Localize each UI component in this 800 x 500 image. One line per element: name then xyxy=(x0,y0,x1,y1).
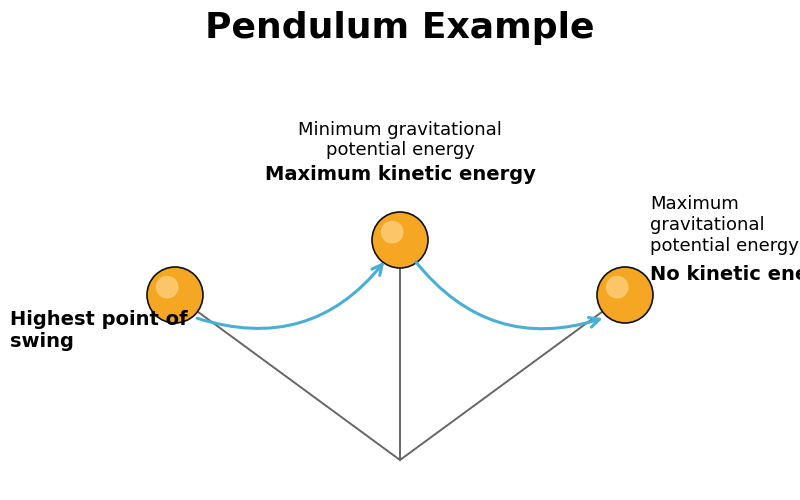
Text: Pendulum Example: Pendulum Example xyxy=(206,11,594,45)
Circle shape xyxy=(606,276,628,298)
Text: Highest point of
swing: Highest point of swing xyxy=(10,310,188,351)
Circle shape xyxy=(157,276,178,298)
Text: Minimum gravitational
potential energy: Minimum gravitational potential energy xyxy=(298,120,502,160)
Text: No kinetic energy: No kinetic energy xyxy=(650,266,800,284)
Circle shape xyxy=(372,212,428,268)
Circle shape xyxy=(597,267,653,323)
Text: Maximum kinetic energy: Maximum kinetic energy xyxy=(265,166,535,184)
Circle shape xyxy=(147,267,203,323)
Circle shape xyxy=(382,222,403,243)
Text: Maximum
gravitational
potential energy: Maximum gravitational potential energy xyxy=(650,195,799,255)
